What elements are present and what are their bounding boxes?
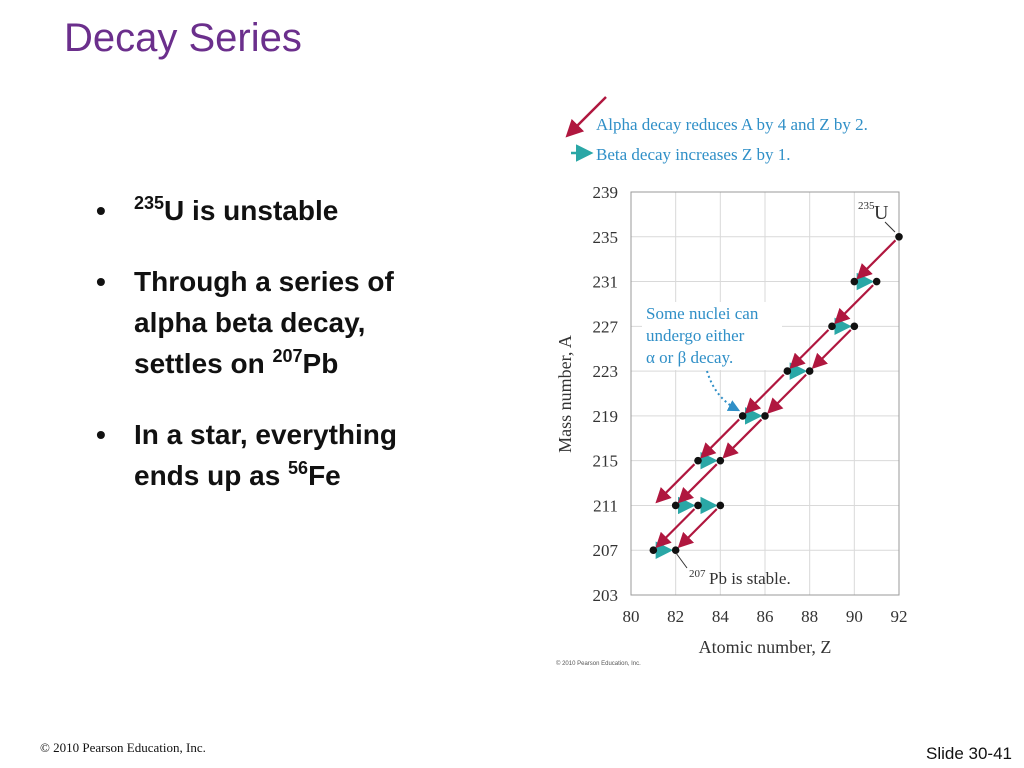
nuclei-points [649, 232, 903, 555]
y-tick-label: 219 [593, 407, 619, 426]
y-tick-label: 223 [593, 362, 619, 381]
lead-label: Pb is stable. [709, 569, 791, 588]
y-tick-label: 211 [593, 496, 618, 515]
legend-alpha-arrow [565, 96, 607, 138]
alpha-decay-arrow [834, 284, 874, 325]
nucleus-point [694, 456, 702, 465]
nucleus-point [828, 322, 836, 331]
nucleus-point [783, 367, 792, 375]
nucleus-point [805, 367, 814, 375]
y-tick-label: 215 [593, 452, 619, 471]
bullet-decay-element: Pb [302, 348, 339, 379]
alpha-decay-arrow [677, 463, 718, 504]
y-tick-label: 207 [593, 541, 619, 560]
bullet-list: • 235U is unstable • Through a series of… [96, 190, 416, 526]
y-tick-label: 231 [593, 273, 619, 292]
alpha-decay-arrow [655, 463, 696, 504]
alpha-decay-arrows [655, 239, 897, 549]
nucleus-point [761, 412, 769, 420]
alpha-decay-arrow [856, 239, 897, 280]
nucleus-point [850, 277, 859, 286]
uranium-label-superscript: 235 [858, 200, 875, 212]
x-tick-label: 84 [712, 607, 730, 626]
bullet-star: • In a star, everything ends up as 56Fe [96, 414, 416, 496]
bullet-uranium-superscript: 235 [134, 193, 165, 213]
callout-line-1: Some nuclei can [646, 304, 759, 323]
alpha-decay-arrow [811, 329, 852, 370]
bullet-decay-text: Through a series of alpha beta decay, se… [134, 266, 394, 379]
y-tick-label: 227 [593, 317, 619, 336]
nucleus-point [671, 546, 680, 555]
slide-number: Slide 30-41 [925, 744, 1012, 763]
lead-label-leader [675, 552, 688, 569]
callout-background [642, 302, 782, 370]
x-tick-label: 80 [623, 607, 640, 626]
callout-line-2: undergo either [646, 326, 745, 345]
bullet-marker: • [96, 266, 106, 297]
callout-pointer-arrow [706, 370, 741, 412]
legend-beta-text: Beta decay increases Z by 1. [596, 145, 790, 164]
alpha-decay-arrow [767, 373, 807, 414]
lead-label-superscript: 207 [689, 568, 706, 580]
alpha-decay-arrow [789, 329, 830, 370]
bullet-uranium-text: U is unstable [164, 195, 339, 226]
alpha-decay-arrow [700, 418, 740, 459]
bullet-star-text: In a star, everything ends up as [134, 419, 397, 491]
nucleus-point [716, 501, 725, 510]
alpha-decay-arrow [677, 508, 718, 549]
x-tick-label: 86 [757, 607, 774, 626]
x-tick-label: 92 [891, 607, 908, 626]
legend-alpha-text: Alpha decay reduces A by 4 and Z by 2. [596, 115, 868, 134]
uranium-label-leader [884, 221, 896, 233]
nucleus-point [694, 501, 702, 510]
alpha-decay-arrow [655, 508, 696, 549]
callout-line-3: α or β decay. [646, 348, 733, 367]
x-axis-label: Atomic number, Z [699, 637, 832, 657]
beta-decay-arrows [655, 272, 875, 559]
bullet-uranium: • 235U is unstable [96, 190, 416, 231]
alpha-decay-arrow [744, 373, 785, 414]
alpha-decay-arrow [722, 418, 763, 459]
x-tick-label: 88 [801, 607, 818, 626]
axis-ticks: 80 82 84 86 88 90 92 203 207 211 215 219 223 227 231 23… [593, 183, 908, 626]
copyright-footer: © 2010 Pearson Education, Inc. [40, 740, 206, 755]
y-axis-label: Mass number, A [555, 335, 575, 453]
nucleus-point [671, 501, 680, 510]
nucleus-point [872, 277, 881, 286]
bullet-star-element: Fe [308, 460, 341, 491]
nucleus-point [716, 456, 725, 465]
slide-title: Decay Series [64, 16, 302, 60]
bullet-marker: • [96, 195, 106, 226]
figure-credit: © 2010 Pearson Education, Inc. [556, 660, 641, 667]
x-tick-label: 82 [667, 607, 684, 626]
bullet-star-superscript: 56 [288, 458, 309, 478]
bullet-decay-series: • Through a series of alpha beta decay, … [96, 261, 416, 384]
plot-frame [630, 191, 900, 596]
uranium-label: U [874, 202, 889, 224]
nucleus-point [738, 412, 747, 420]
x-tick-label: 90 [846, 607, 863, 626]
bullet-marker: • [96, 419, 106, 450]
nucleus-point [850, 322, 859, 331]
y-tick-label: 239 [593, 183, 619, 202]
y-tick-label: 235 [593, 228, 619, 247]
nucleus-point [649, 546, 658, 555]
nucleus-point [895, 232, 903, 241]
bullet-decay-superscript: 207 [272, 346, 303, 366]
y-tick-label: 203 [593, 586, 619, 605]
